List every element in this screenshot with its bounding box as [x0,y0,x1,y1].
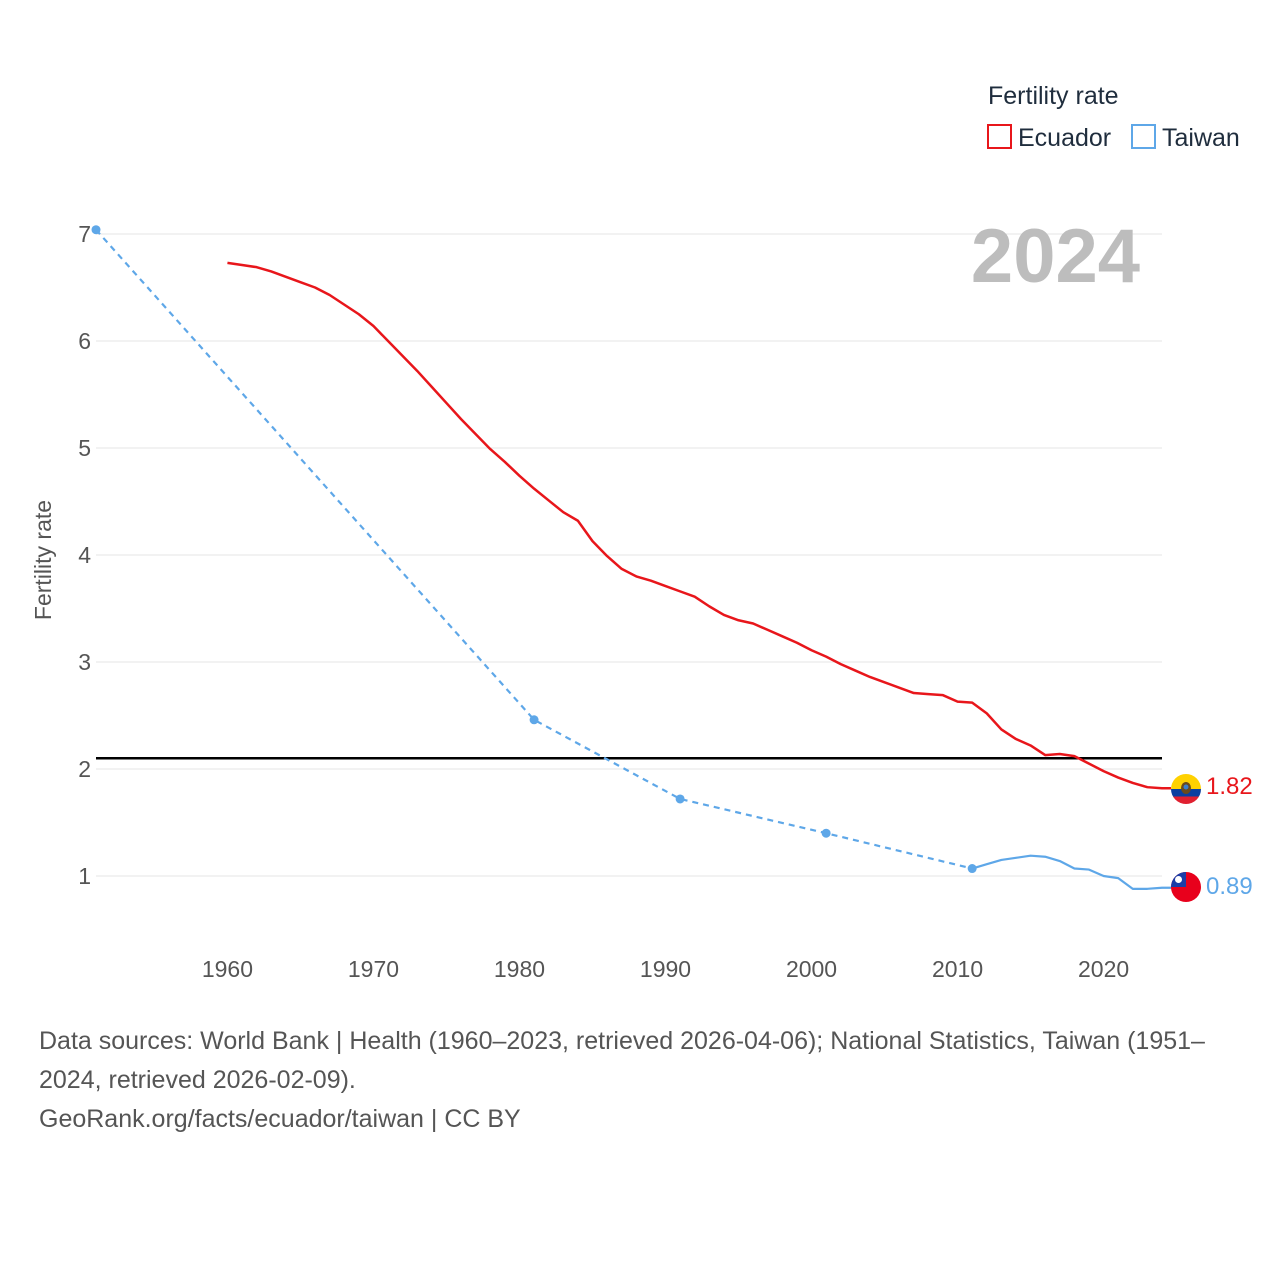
legend-swatch-taiwan[interactable] [1131,124,1156,149]
taiwan-data-point[interactable] [967,864,977,874]
y-tick-label: 5 [78,435,91,461]
y-tick-label: 6 [78,328,91,354]
y-tick-label: 3 [78,649,91,675]
x-tick-label: 1990 [640,956,691,982]
y-axis-title: Fertility rate [30,500,56,620]
x-tick-label: 2020 [1078,956,1129,982]
taiwan-data-point[interactable] [675,794,685,804]
series-line-taiwan-dashed [95,228,973,870]
y-tick-label: 2 [78,756,91,782]
y-tick-label: 1 [78,863,91,889]
taiwan-end-value: 0.89 [1206,873,1253,900]
series-layer [91,225,1171,890]
series-line-ecuador [227,261,1171,790]
current-year-label: 2024 [971,214,1140,299]
y-tick-label: 7 [78,221,91,247]
x-tick-label: 2010 [932,956,983,982]
legend-swatch-ecuador[interactable] [987,124,1012,149]
taiwan-data-point[interactable] [529,715,539,725]
gridlines [96,233,1162,877]
taiwan-data-point[interactable] [91,225,101,235]
y-axis-ticks: 1 2 3 4 5 6 7 [78,221,91,889]
series-line-taiwan-solid [971,854,1171,890]
y-tick-label: 4 [78,542,91,568]
attribution-link[interactable]: GeoRank.org/facts/ecuador/taiwan | CC BY [39,1105,521,1133]
legend-label-ecuador[interactable]: Ecuador [1018,124,1111,152]
x-tick-label: 1970 [348,956,399,982]
x-tick-label: 2000 [786,956,837,982]
data-sources-text: Data sources: World Bank | Health (1960–… [39,1027,1205,1094]
ecuador-end-value: 1.82 [1206,773,1253,800]
x-tick-label: 1980 [494,956,545,982]
x-tick-label: 1960 [202,956,253,982]
footer: Data sources: World Bank | Health (1960–… [39,1022,1254,1139]
legend-label-taiwan[interactable]: Taiwan [1162,124,1240,152]
legend-title: Fertility rate [988,82,1119,110]
legend: Fertility rate Ecuador Taiwan [987,82,1240,152]
taiwan-flag-icon [1171,872,1201,902]
fertility-chart: Fertility rate Ecuador Taiwan 1 2 3 4 5 6 7 19… [30,82,1253,982]
ecuador-flag-icon [1171,774,1201,804]
taiwan-data-point[interactable] [821,828,831,838]
x-axis-ticks: 1960 1970 1980 1990 2000 2010 2020 [202,956,1129,982]
